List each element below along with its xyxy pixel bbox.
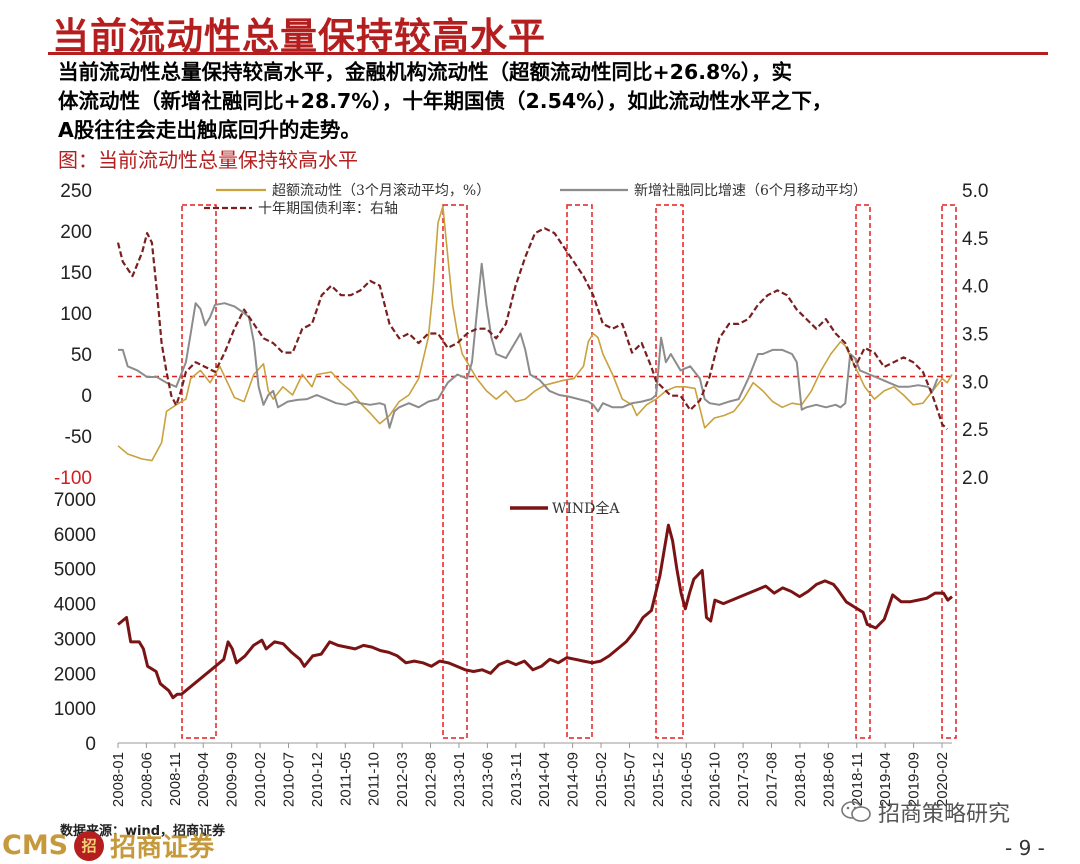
right-axis-tick-label: 4.5 — [962, 229, 988, 250]
series-line — [116, 227, 948, 430]
x-axis-tick-label: 2019-04 — [877, 752, 894, 807]
x-axis-tick-label: 2013-06 — [479, 752, 496, 807]
left-axis-tick-label: 50 — [71, 345, 92, 366]
index-axis-tick-label: 6000 — [54, 525, 96, 546]
highlight-box — [941, 204, 957, 739]
left-axis-tick-label: 250 — [60, 181, 92, 202]
company-logo: CMS 招 招商证券 — [2, 827, 214, 864]
x-axis-tick-label: 2014-09 — [565, 752, 582, 807]
x-axis-tick-label: 2008-11 — [167, 752, 184, 806]
legend-label: 十年期国债利率：右轴 — [258, 200, 398, 217]
x-axis-tick-label: 2019-09 — [906, 752, 923, 807]
x-axis-tick-label: 2012-08 — [423, 752, 440, 807]
x-axis-tick-label: 2012-03 — [394, 752, 411, 807]
x-axis-tick-label: 2014-04 — [536, 752, 553, 807]
page-number: - 9 - — [1005, 836, 1045, 860]
left-axis-tick-label: 100 — [60, 304, 92, 325]
highlight-box — [442, 204, 468, 739]
legend-label: 新增社融同比增速（6个月移动平均） — [634, 183, 867, 199]
index-axis-tick-label: 1000 — [54, 699, 96, 720]
summary-line: 当前流动性总量保持较高水平，金融机构流动性（超额流动性同比+26.8%），实 — [58, 60, 793, 84]
x-axis-tick-label: 2018-11 — [849, 752, 866, 806]
x-axis-tick-label: 2008-01 — [110, 752, 127, 807]
x-axis-tick-label: 2016-10 — [707, 752, 724, 807]
right-axis-tick-label: 2.5 — [962, 420, 988, 441]
index-axis-tick-label: 0 — [85, 734, 96, 755]
series-line — [117, 523, 953, 700]
logo-emblem-icon: 招 — [74, 830, 105, 861]
index-axis-tick-label: 3000 — [54, 629, 96, 650]
x-axis-tick-label: 2020-02 — [934, 752, 951, 807]
highlight-box — [566, 204, 593, 739]
highlight-box — [181, 204, 217, 739]
figure-caption: 图：当前流动性总量保持较高水平 — [58, 148, 358, 172]
summary-text: 当前流动性总量保持较高水平，金融机构流动性（超额流动性同比+26.8%），实 体… — [58, 58, 1048, 145]
x-axis-tick-label: 2018-01 — [792, 752, 809, 807]
left-axis-tick-label: 200 — [60, 222, 92, 243]
right-axis-tick-label: 3.0 — [962, 372, 988, 393]
x-axis-tick-label: 2015-12 — [650, 752, 667, 807]
x-axis-tick-label: 2010-12 — [309, 752, 326, 807]
right-axis-tick-label: 5.0 — [962, 181, 988, 202]
left-axis-tick-label: 0 — [81, 386, 92, 407]
wechat-watermark: 招商策略研究 — [840, 796, 1010, 828]
index-axis-tick-label: 5000 — [54, 560, 96, 581]
x-axis-tick-label: 2018-06 — [820, 752, 837, 807]
legend-label: 超额流动性（3个月滚动平均，%） — [272, 182, 490, 199]
title-divider — [48, 52, 1048, 55]
x-axis-tick-label: 2010-02 — [252, 752, 269, 807]
logo-cms-text: CMS — [2, 830, 69, 861]
legend-label: WIND全A — [552, 500, 620, 517]
x-axis-tick-label: 2011-05 — [337, 752, 354, 806]
x-axis-tick-label: 2009-09 — [224, 752, 241, 807]
series-line — [118, 262, 939, 429]
left-axis-tick-label: -100 — [54, 468, 92, 489]
x-axis-tick-label: 2017-08 — [764, 752, 781, 807]
x-axis-tick-label: 2009-04 — [195, 752, 212, 807]
x-axis-tick-label: 2010-07 — [281, 752, 298, 807]
summary-line: 体流动性（新增社融同比+28.7%），十年期国债（2.54%），如此流动性水平之… — [58, 89, 833, 113]
x-axis-tick-label: 2015-02 — [593, 752, 610, 807]
right-axis-tick-label: 4.0 — [962, 277, 988, 298]
x-axis-tick-label: 2017-03 — [735, 752, 752, 807]
left-axis-tick-label: 150 — [60, 263, 92, 284]
highlight-box — [655, 204, 684, 739]
right-axis-tick-label: 2.0 — [962, 468, 988, 489]
x-axis-tick-label: 2016-05 — [678, 752, 695, 807]
page-title: 当前流动性总量保持较高水平 — [52, 15, 546, 58]
series-line — [117, 205, 953, 462]
highlight-box — [855, 204, 871, 739]
left-axis-tick-label: -50 — [65, 427, 92, 448]
wechat-icon — [841, 801, 871, 822]
right-axis-tick-label: 3.5 — [962, 325, 988, 346]
x-axis-tick-label: 2011-10 — [366, 752, 383, 806]
summary-line: A股往往会走出触底回升的走势。 — [58, 118, 361, 142]
index-axis-tick-label: 2000 — [54, 664, 96, 685]
logo-company-name: 招商证券 — [110, 833, 215, 863]
index-axis-tick-label: 4000 — [54, 595, 96, 616]
x-axis-tick-label: 2008-06 — [138, 752, 155, 807]
x-axis-tick-label: 2013-01 — [451, 752, 468, 807]
wechat-account-name: 招商策略研究 — [878, 802, 1011, 827]
x-axis-tick-label: 2013-11 — [508, 752, 525, 806]
x-axis-tick-label: 2015-07 — [621, 752, 638, 807]
data-source: 数据来源：wind，招商证券 — [60, 824, 226, 839]
index-axis-tick-label: 7000 — [54, 490, 96, 511]
